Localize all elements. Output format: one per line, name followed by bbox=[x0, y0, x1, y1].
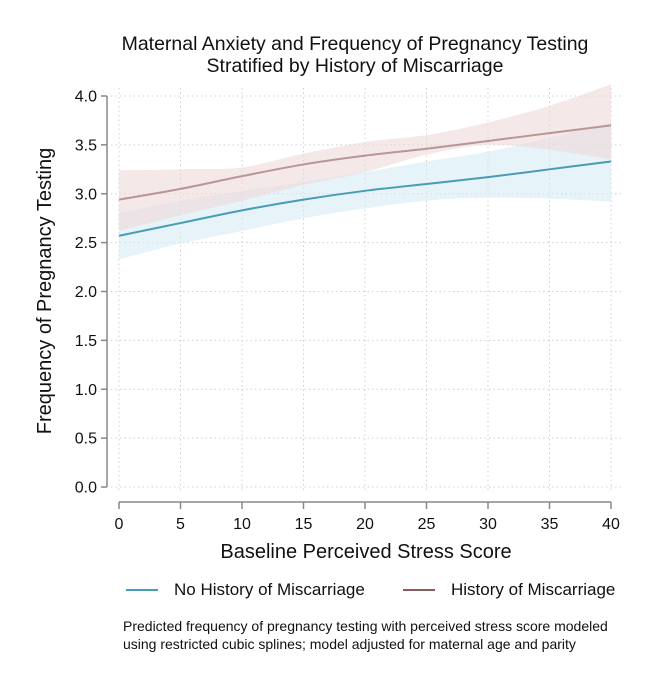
y-tick-label: 2.0 bbox=[75, 284, 97, 301]
legend-item-history: History of Miscarriage bbox=[403, 580, 615, 600]
legend-label-no-history: No History of Miscarriage bbox=[174, 580, 365, 599]
x-tick-label: 0 bbox=[115, 516, 124, 533]
grid bbox=[111, 88, 623, 493]
chart-subtitle: Stratified by History of Miscarriage bbox=[206, 55, 504, 77]
y-axis-label: Frequency of Pregnancy Testing bbox=[34, 148, 56, 434]
x-tick-label: 15 bbox=[295, 516, 313, 533]
legend-swatch-no-history bbox=[126, 589, 158, 591]
series-lines bbox=[118, 124, 612, 237]
x-tick-label: 40 bbox=[602, 516, 620, 533]
x-tick-label: 5 bbox=[176, 516, 185, 533]
x-tick-label: 30 bbox=[479, 516, 497, 533]
x-tick-label: 20 bbox=[356, 516, 374, 533]
legend: No History of Miscarriage History of Mis… bbox=[126, 580, 646, 604]
ci-band-history bbox=[119, 84, 611, 231]
line-history bbox=[118, 124, 612, 201]
y-tick-label: 4.0 bbox=[75, 89, 97, 106]
x-tick-label: 35 bbox=[541, 516, 559, 533]
line-no-history bbox=[118, 160, 612, 237]
y-tick-label: 2.5 bbox=[75, 235, 97, 252]
chart-title: Maternal Anxiety and Frequency of Pregna… bbox=[121, 33, 589, 55]
y-axis: 0.0 0.5 1.0 1.5 2.0 2.5 3.0 3.5 4.0 bbox=[75, 89, 108, 497]
x-tick-label: 25 bbox=[418, 516, 436, 533]
y-tick-label: 1.5 bbox=[75, 333, 97, 350]
x-axis-label: Baseline Perceived Stress Score bbox=[220, 541, 511, 563]
chart-footnote: Predicted frequency of pregnancy testing… bbox=[123, 618, 608, 652]
x-axis: 0 5 10 15 20 25 30 35 40 bbox=[115, 501, 620, 533]
y-tick-label: 0.0 bbox=[75, 480, 97, 497]
y-tick-label: 1.0 bbox=[75, 382, 97, 399]
y-tick-label: 3.5 bbox=[75, 137, 97, 154]
y-tick-label: 3.0 bbox=[75, 186, 97, 203]
legend-swatch-history bbox=[403, 589, 435, 591]
legend-label-history: History of Miscarriage bbox=[451, 580, 616, 599]
x-tick-label: 10 bbox=[233, 516, 251, 533]
y-tick-label: 0.5 bbox=[75, 431, 97, 448]
legend-item-no-history: No History of Miscarriage bbox=[126, 580, 365, 600]
